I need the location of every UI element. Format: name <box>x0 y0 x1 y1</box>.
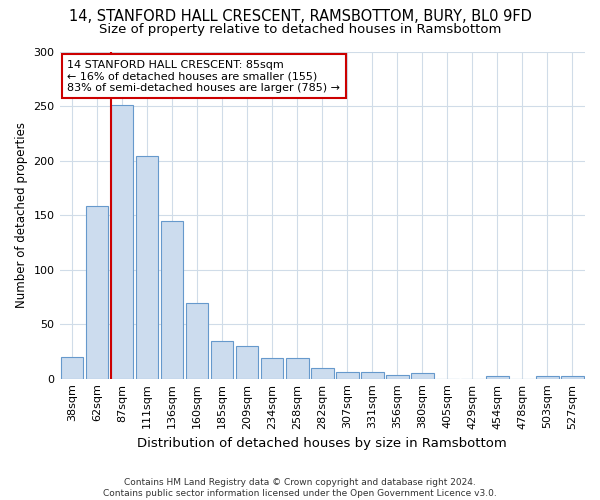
Y-axis label: Number of detached properties: Number of detached properties <box>15 122 28 308</box>
Bar <box>111 105 133 378</box>
Bar <box>211 340 233 378</box>
Text: 14 STANFORD HALL CRESCENT: 85sqm
← 16% of detached houses are smaller (155)
83% : 14 STANFORD HALL CRESCENT: 85sqm ← 16% o… <box>67 60 340 93</box>
Bar <box>336 372 359 378</box>
Bar <box>536 376 559 378</box>
Bar <box>261 358 283 378</box>
Bar <box>561 376 584 378</box>
Bar <box>286 358 308 378</box>
Text: Size of property relative to detached houses in Ramsbottom: Size of property relative to detached ho… <box>99 22 501 36</box>
Bar <box>361 372 383 378</box>
Bar <box>311 368 334 378</box>
Bar <box>411 373 434 378</box>
Bar <box>161 220 184 378</box>
Bar <box>386 376 409 378</box>
Bar <box>86 206 109 378</box>
Bar <box>236 346 259 378</box>
Text: 14, STANFORD HALL CRESCENT, RAMSBOTTOM, BURY, BL0 9FD: 14, STANFORD HALL CRESCENT, RAMSBOTTOM, … <box>68 9 532 24</box>
Bar <box>186 304 208 378</box>
Bar <box>486 376 509 378</box>
Text: Contains HM Land Registry data © Crown copyright and database right 2024.
Contai: Contains HM Land Registry data © Crown c… <box>103 478 497 498</box>
X-axis label: Distribution of detached houses by size in Ramsbottom: Distribution of detached houses by size … <box>137 437 507 450</box>
Bar <box>61 357 83 378</box>
Bar <box>136 156 158 378</box>
